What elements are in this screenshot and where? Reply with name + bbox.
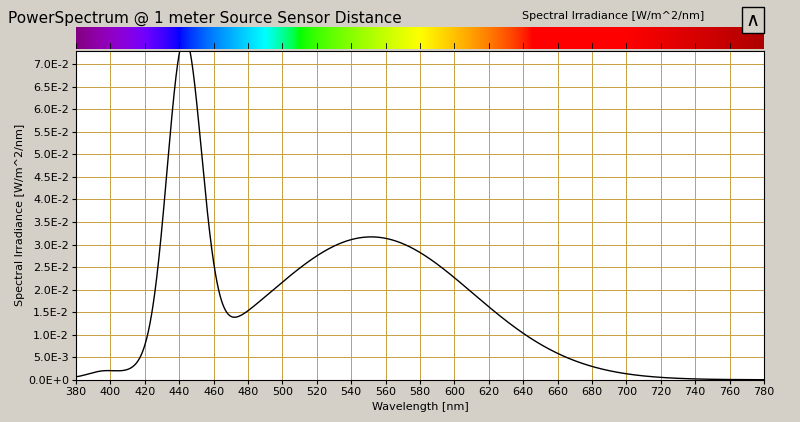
- Text: PowerSpectrum @ 1 meter Source Sensor Distance: PowerSpectrum @ 1 meter Source Sensor Di…: [8, 11, 402, 26]
- X-axis label: Wavelength [nm]: Wavelength [nm]: [372, 402, 468, 412]
- Text: Spectral Irradiance [W/m^2/nm]: Spectral Irradiance [W/m^2/nm]: [522, 11, 704, 21]
- Y-axis label: Spectral Irradiance [W/m^2/nm]: Spectral Irradiance [W/m^2/nm]: [15, 124, 26, 306]
- Text: ∧: ∧: [746, 11, 760, 30]
